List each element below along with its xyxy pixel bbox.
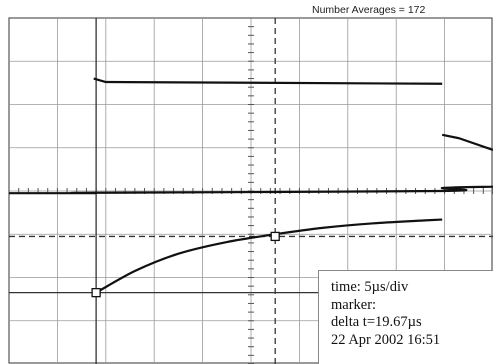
timebase-label: time: 5µs/div	[331, 279, 409, 295]
marker-point	[91, 287, 101, 298]
waveform-trace	[93, 77, 443, 85]
marker-label: marker:	[331, 296, 377, 313]
number-averages-label: Number Averages = 172	[312, 4, 426, 16]
waveform-trace	[8, 185, 493, 195]
measurement-info-box: time: 5µs/div marker: delta t=19.67µs 22…	[318, 270, 493, 364]
marker-point	[270, 231, 280, 242]
timestamp-label: 22 Apr 2002 16:51	[331, 331, 441, 348]
waveform-traces	[8, 77, 493, 298]
waveform-trace	[441, 133, 493, 151]
delta-t-label: delta t=19.67µs	[331, 314, 422, 330]
